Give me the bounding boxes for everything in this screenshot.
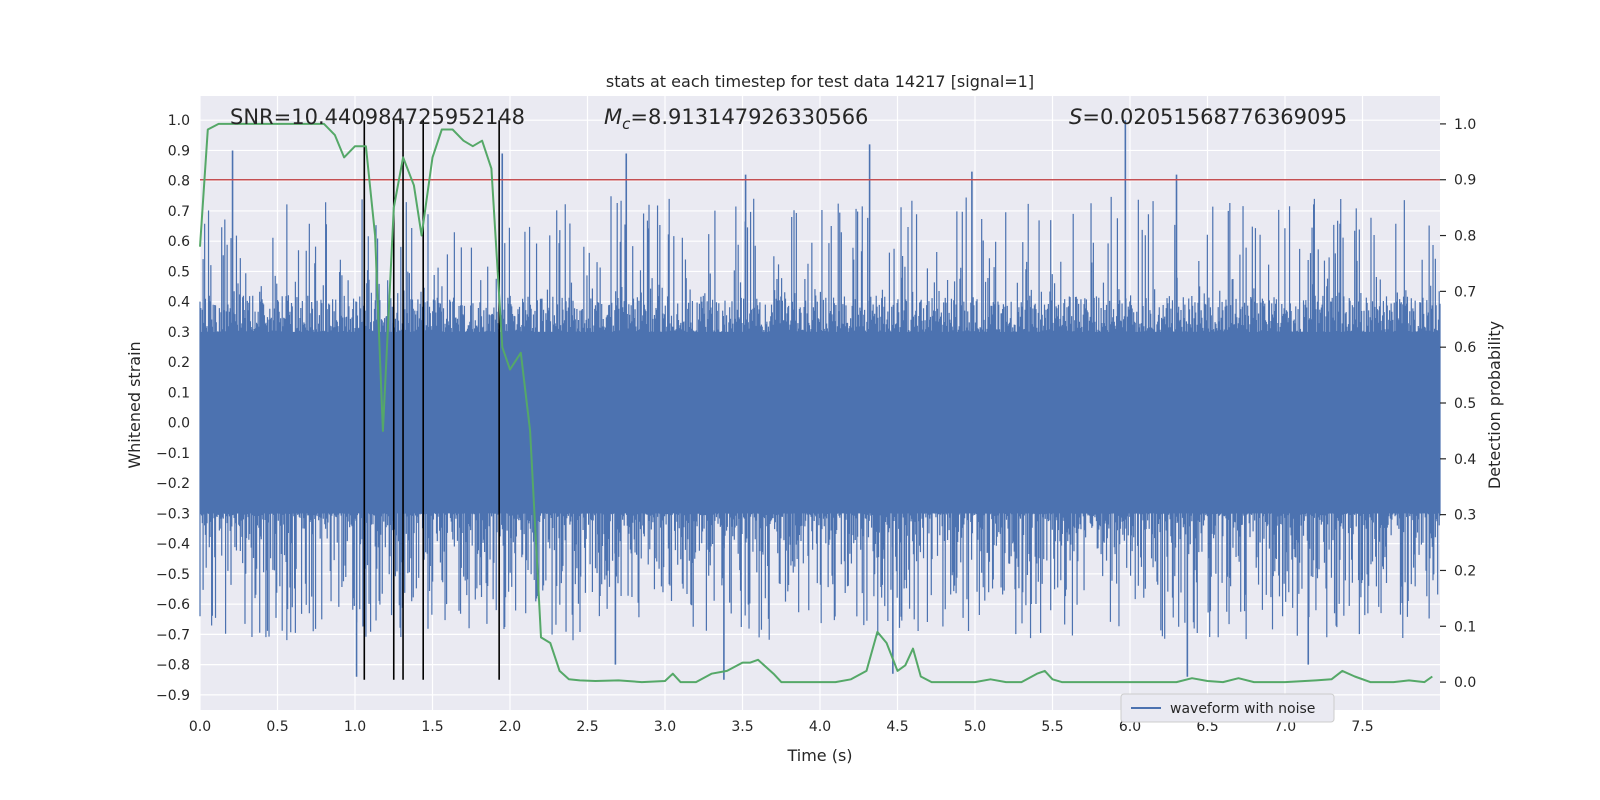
s-annotation: S=0.02051568776369095 bbox=[1069, 105, 1347, 129]
x-tick-label-11: 5.5 bbox=[1041, 719, 1063, 735]
right-axis-ticks: 0.0 0.1 0.2 0.3 0.4 0.5 0.6 0.7 0.8 0.9 1.0 bbox=[1440, 117, 1476, 691]
left-tick-label-8: −0.1 bbox=[156, 446, 190, 462]
x-tick-label-13: 6.5 bbox=[1196, 719, 1218, 735]
left-tick-label-2: −0.7 bbox=[156, 627, 190, 643]
snr-annotation: SNR=10.440984725952148 bbox=[230, 105, 525, 129]
x-tick-label-1: 0.5 bbox=[266, 719, 288, 735]
left-tick-label-1: −0.8 bbox=[156, 658, 190, 674]
left-tick-label-13: 0.4 bbox=[168, 295, 190, 311]
left-tick-label-14: 0.5 bbox=[168, 264, 190, 280]
right-tick-label-7: 0.7 bbox=[1454, 284, 1476, 300]
x-tick-label-2: 1.0 bbox=[344, 719, 366, 735]
x-tick-label-6: 3.0 bbox=[654, 719, 676, 735]
x-tick-label-3: 1.5 bbox=[421, 719, 443, 735]
mc-subscript: c bbox=[622, 115, 631, 133]
right-tick-label-4: 0.4 bbox=[1454, 452, 1476, 468]
x-axis-ticks: 0.0 0.5 1.0 1.5 2.0 2.5 3.0 3.5 4.0 4.5 5.0 5.5 6.0 6… bbox=[189, 719, 1374, 735]
x-tick-label-8: 4.0 bbox=[809, 719, 831, 735]
right-tick-label-10: 1.0 bbox=[1454, 117, 1476, 133]
x-tick-label-14: 7.0 bbox=[1274, 719, 1296, 735]
waveform-noise bbox=[199, 196, 1441, 641]
left-tick-label-9: 0.0 bbox=[168, 416, 190, 432]
x-axis-label: Time (s) bbox=[786, 746, 852, 765]
x-tick-label-5: 2.5 bbox=[576, 719, 598, 735]
left-tick-label-15: 0.6 bbox=[168, 234, 190, 250]
s-value: =0.02051568776369095 bbox=[1082, 105, 1347, 129]
right-tick-label-6: 0.6 bbox=[1454, 340, 1476, 356]
mc-value: =8.913147926330566 bbox=[630, 105, 868, 129]
x-tick-label-15: 7.5 bbox=[1351, 719, 1373, 735]
left-tick-label-16: 0.7 bbox=[168, 204, 190, 220]
right-tick-label-5: 0.5 bbox=[1454, 396, 1476, 412]
x-tick-label-7: 3.5 bbox=[731, 719, 753, 735]
left-tick-label-18: 0.9 bbox=[168, 143, 190, 159]
left-tick-label-11: 0.2 bbox=[168, 355, 190, 371]
right-tick-label-1: 0.1 bbox=[1454, 619, 1476, 635]
left-axis-ticks: −0.9 −0.8 −0.7 −0.6 −0.5 −0.4 −0.3 −0.2 −0.1 0.0 0… bbox=[156, 113, 190, 704]
left-tick-label-0: −0.9 bbox=[156, 688, 190, 704]
left-tick-label-6: −0.3 bbox=[156, 506, 190, 522]
legend-box bbox=[1120, 693, 1335, 723]
waveform-series bbox=[199, 120, 1441, 680]
left-tick-label-4: −0.5 bbox=[156, 567, 190, 583]
right-tick-label-8: 0.8 bbox=[1454, 229, 1476, 245]
x-tick-label-12: 6.0 bbox=[1119, 719, 1141, 735]
right-tick-label-2: 0.2 bbox=[1454, 563, 1476, 579]
x-tick-label-9: 4.5 bbox=[886, 719, 908, 735]
x-tick-label-10: 5.0 bbox=[964, 719, 986, 735]
chirp-mass-annotation: Mc=8.913147926330566 bbox=[604, 105, 868, 133]
left-tick-label-5: −0.4 bbox=[156, 537, 190, 553]
legend-label: waveform with noise bbox=[1170, 701, 1315, 717]
probability-series bbox=[199, 122, 1433, 684]
left-tick-label-19: 1.0 bbox=[168, 113, 190, 129]
right-tick-label-3: 0.3 bbox=[1454, 508, 1476, 524]
left-axis-label: Whitened strain bbox=[125, 341, 144, 468]
left-tick-label-17: 0.8 bbox=[168, 174, 190, 190]
right-axis-label: Detection probability bbox=[1485, 321, 1504, 489]
mc-symbol: M bbox=[604, 105, 622, 129]
x-tick-label-4: 2.0 bbox=[499, 719, 521, 735]
left-tick-label-7: −0.2 bbox=[156, 476, 190, 492]
left-tick-label-10: 0.1 bbox=[168, 385, 190, 401]
s-symbol: S bbox=[1069, 105, 1082, 129]
left-tick-label-3: −0.6 bbox=[156, 597, 190, 613]
legend: waveform with noise bbox=[1120, 693, 1335, 723]
right-tick-label-9: 0.9 bbox=[1454, 173, 1476, 189]
probability-line bbox=[199, 122, 1433, 684]
x-tick-label-0: 0.0 bbox=[189, 719, 211, 735]
left-tick-label-12: 0.3 bbox=[168, 325, 190, 341]
chart-title: stats at each timestep for test data 142… bbox=[606, 72, 1034, 91]
right-tick-label-0: 0.0 bbox=[1454, 675, 1476, 691]
